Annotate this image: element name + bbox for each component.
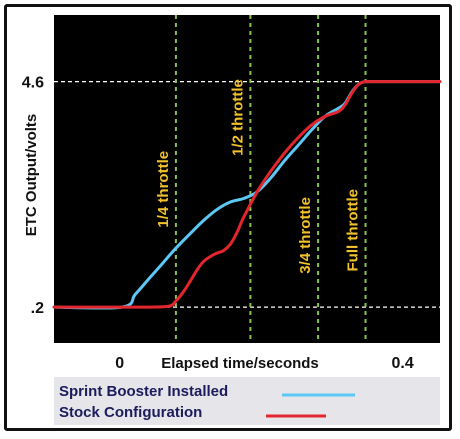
- y-tick-label-0: .2: [31, 300, 44, 317]
- y-axis-title: ETC Output/volts: [23, 114, 40, 237]
- plot-area: [54, 15, 440, 343]
- x-tick-label-0: 0: [115, 355, 124, 372]
- legend-label-1: Stock Configuration: [59, 404, 202, 421]
- throttle-marker-label-1: 1/2 throttle: [229, 79, 246, 156]
- throttle-marker-label-2: 3/4 throttle: [297, 197, 314, 274]
- x-tick-label-1: 0.4: [391, 355, 413, 372]
- y-tick-label-1: 4.6: [22, 75, 44, 92]
- series-line-1: [52, 79, 442, 309]
- x-axis-title: Elapsed time/seconds: [161, 355, 319, 372]
- throttle-marker-label-3: Full throttle: [345, 189, 362, 272]
- legend-label-0: Sprint Booster Installed: [59, 383, 228, 400]
- legend: [54, 377, 440, 425]
- throttle-marker-label-0: 1/4 throttle: [155, 151, 172, 228]
